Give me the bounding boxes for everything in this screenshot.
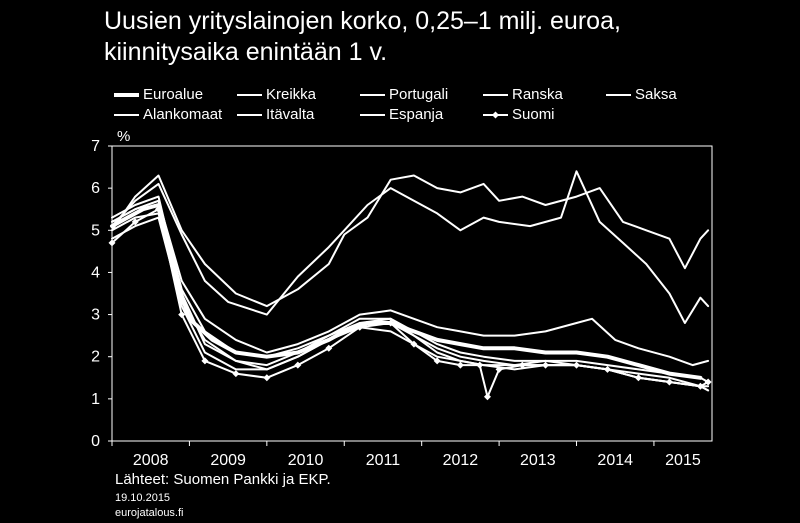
legend-label: Kreikka — [266, 86, 317, 103]
y-tick-label: 6 — [91, 180, 100, 197]
legend-swatch — [237, 94, 262, 96]
series-marker — [154, 205, 162, 213]
y-axis-label: % — [117, 128, 131, 145]
legend-swatch — [360, 114, 385, 116]
series-marker — [704, 378, 712, 386]
series-marker — [178, 311, 186, 319]
y-tick-label: 5 — [91, 222, 100, 239]
series-marker — [476, 361, 484, 369]
x-tick-label: 2012 — [443, 452, 479, 469]
series-marker — [108, 239, 116, 247]
legend-swatch — [237, 114, 262, 116]
site-name: eurojatalous.fi — [115, 507, 184, 519]
series-line-3 — [111, 216, 710, 392]
y-tick-label: 3 — [91, 307, 100, 324]
legend-label: Ranska — [512, 86, 563, 103]
publish-date: 19.10.2015 — [115, 492, 171, 504]
x-tick-label: 2013 — [520, 452, 556, 469]
legend-label: Portugali — [389, 86, 449, 103]
x-tick-label: 2008 — [133, 452, 169, 469]
y-tick-label: 1 — [91, 391, 100, 408]
legend-swatch — [606, 94, 631, 96]
x-tick-label: 2015 — [665, 452, 701, 469]
legend-label: Saksa — [635, 86, 677, 103]
y-tick-label: 0 — [91, 433, 100, 450]
series-marker — [325, 344, 333, 352]
x-tick-label: 2009 — [210, 452, 246, 469]
series-marker — [131, 218, 139, 226]
y-tick-label: 7 — [91, 138, 100, 155]
y-tick-label: 4 — [91, 264, 100, 281]
series-line-7 — [111, 199, 710, 367]
legend-swatch — [483, 94, 508, 96]
series-marker — [483, 393, 491, 401]
series-marker — [634, 374, 642, 382]
series-marker — [518, 361, 526, 369]
legend-label: Itävalta — [266, 106, 315, 123]
legend-swatch — [360, 94, 385, 96]
source-note: Lähteet: Suomen Pankki ja EKP. — [115, 471, 331, 488]
series-marker — [263, 374, 271, 382]
series-line-2 — [111, 170, 710, 324]
series-marker — [201, 357, 209, 365]
series-line-1 — [111, 174, 710, 308]
series-marker — [387, 319, 395, 327]
series-line-4 — [111, 199, 710, 383]
legend-label: Alankomaat — [143, 106, 223, 123]
series-marker — [410, 340, 418, 348]
series-marker — [356, 323, 364, 331]
legend-swatch — [114, 114, 139, 116]
plot-frame — [111, 145, 713, 442]
series-marker — [665, 378, 673, 386]
legend-label: Espanja — [389, 106, 444, 123]
legend-label: Euroalue — [143, 86, 204, 103]
series-marker — [603, 365, 611, 373]
x-tick-label: 2014 — [597, 452, 633, 469]
legend-label: Suomi — [512, 106, 555, 123]
series-marker — [542, 361, 550, 369]
series-marker — [232, 370, 240, 378]
series-marker — [495, 365, 503, 373]
legend-swatch — [483, 111, 508, 119]
series-marker — [696, 382, 704, 390]
chart-title: Uusien yrityslainojen korko, 0,25–1 milj… — [104, 7, 621, 66]
x-tick-label: 2010 — [288, 452, 324, 469]
series-marker — [294, 361, 302, 369]
series-marker — [433, 357, 441, 365]
legend-swatch — [114, 93, 139, 97]
y-tick-label: 2 — [91, 349, 100, 366]
series-marker — [456, 361, 464, 369]
x-tick-label: 2011 — [366, 452, 401, 469]
series-line-8 — [111, 208, 710, 398]
series-marker — [573, 361, 581, 369]
